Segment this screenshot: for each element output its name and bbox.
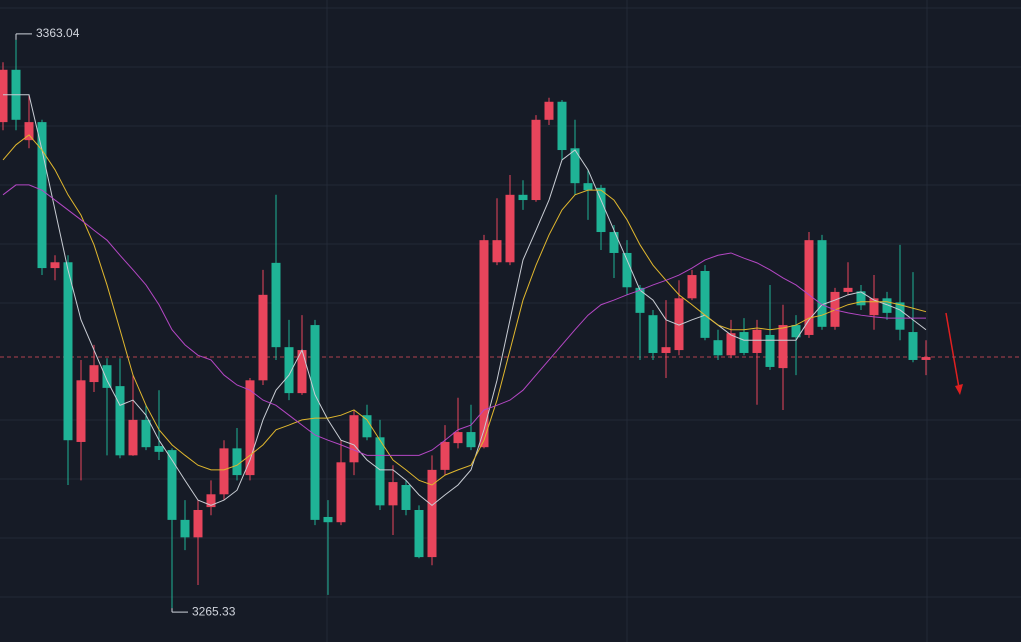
candle-body bbox=[37, 122, 47, 269]
candle-body bbox=[921, 357, 931, 360]
candle-body bbox=[388, 482, 398, 506]
candle-body bbox=[492, 240, 502, 263]
candle-body bbox=[362, 415, 372, 438]
candle-body bbox=[700, 270, 710, 338]
candle-body bbox=[531, 119, 541, 201]
candle-body bbox=[0, 69, 8, 123]
candle-body bbox=[804, 240, 814, 335]
candle-body bbox=[89, 365, 99, 383]
candle-body bbox=[596, 187, 606, 233]
candle-body bbox=[674, 298, 684, 351]
candle-body bbox=[167, 450, 177, 520]
candle-body bbox=[908, 332, 918, 360]
candle-body bbox=[284, 347, 294, 394]
candle-body bbox=[141, 419, 151, 448]
candle-body bbox=[687, 275, 697, 299]
candle-body bbox=[453, 432, 463, 444]
candle-body bbox=[765, 334, 775, 367]
candle-body bbox=[895, 302, 905, 330]
moving-average-line bbox=[2, 184, 926, 456]
arrow bbox=[945, 312, 963, 395]
candle-body bbox=[479, 240, 489, 448]
candle-body bbox=[180, 519, 190, 538]
candle-body bbox=[128, 419, 138, 456]
candle-body bbox=[76, 380, 86, 442]
candle-body bbox=[505, 194, 515, 263]
annotation-label: 3265.33 bbox=[192, 604, 236, 618]
candle-body bbox=[401, 484, 411, 510]
arrow-line bbox=[945, 312, 960, 389]
candle-body bbox=[349, 415, 359, 463]
candle-body bbox=[193, 509, 203, 538]
candle-body bbox=[583, 183, 593, 191]
candle-body bbox=[206, 494, 216, 508]
candle-body bbox=[882, 298, 892, 313]
candle-body bbox=[739, 332, 749, 353]
candle-body bbox=[63, 262, 73, 441]
candle-body bbox=[245, 380, 255, 476]
candle-body bbox=[310, 325, 320, 520]
candle-body bbox=[24, 122, 34, 141]
candle-body bbox=[154, 446, 164, 452]
arrow-head bbox=[955, 384, 963, 395]
candle-body bbox=[752, 329, 762, 353]
candle-body bbox=[557, 101, 567, 151]
candle-body bbox=[297, 350, 307, 394]
candle-body bbox=[50, 262, 60, 269]
candle-body bbox=[635, 287, 645, 313]
candle-body bbox=[843, 287, 853, 292]
candle-body bbox=[648, 315, 658, 353]
moving-average-line bbox=[3, 94, 927, 506]
candle-body bbox=[375, 437, 385, 506]
candle-body bbox=[622, 252, 632, 288]
candle-body bbox=[817, 240, 827, 327]
candle-body bbox=[791, 325, 801, 338]
candle-body bbox=[778, 325, 788, 369]
candle-body bbox=[713, 340, 723, 356]
candle-body bbox=[830, 291, 840, 327]
candle-body bbox=[466, 432, 476, 448]
candle-body bbox=[258, 294, 268, 381]
candle-body bbox=[232, 448, 242, 476]
candle-body bbox=[115, 386, 125, 456]
candle-body bbox=[856, 291, 866, 306]
candle-body bbox=[271, 262, 281, 348]
candle-body bbox=[219, 448, 229, 495]
annotation-label: 3363.04 bbox=[36, 26, 80, 40]
candle-body bbox=[869, 298, 879, 316]
candle-body bbox=[726, 333, 736, 356]
candle-body bbox=[544, 101, 554, 120]
candle-body bbox=[336, 462, 346, 523]
candle-body bbox=[414, 509, 424, 558]
candle-body bbox=[661, 347, 671, 353]
candle-body bbox=[323, 516, 333, 523]
candle-body bbox=[609, 232, 619, 253]
candle-body bbox=[570, 148, 580, 184]
candle-body bbox=[102, 365, 112, 388]
candle-body bbox=[518, 194, 528, 201]
moving-average-line bbox=[2, 134, 927, 486]
candle-body bbox=[427, 469, 437, 558]
candle-body bbox=[440, 441, 450, 470]
